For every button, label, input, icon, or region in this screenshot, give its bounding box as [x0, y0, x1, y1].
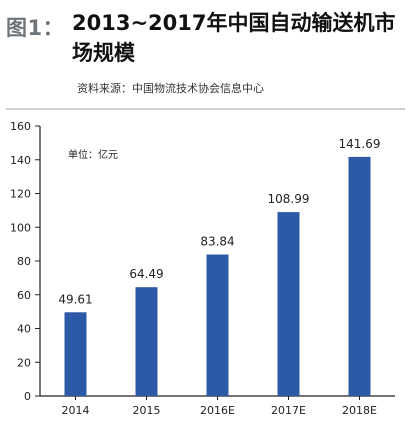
bar [64, 312, 87, 396]
y-tick-label: 40 [17, 323, 31, 336]
bar [277, 212, 300, 396]
x-tick-label: 2016E [200, 404, 235, 417]
header-divider [6, 108, 405, 110]
bar [135, 287, 158, 396]
y-tick-label: 0 [24, 390, 31, 403]
data-label: 49.61 [58, 292, 92, 306]
bar [348, 156, 371, 396]
chart-title: 2013~2017年中国自动输送机市场规模 [72, 11, 396, 65]
x-tick-label: 2015 [133, 404, 161, 417]
figure-header: 图1： 2013~2017年中国自动输送机市场规模 资料来源：中国物流技术协会信… [0, 0, 411, 110]
x-tick-label: 2014 [62, 404, 90, 417]
y-tick-label: 140 [10, 154, 31, 167]
y-tick-label: 120 [10, 188, 31, 201]
y-tick-label: 20 [17, 356, 31, 369]
y-tick-label: 100 [10, 221, 31, 234]
y-tick-label: 160 [10, 120, 31, 133]
figure-label: 图1： [6, 16, 65, 40]
x-tick-label: 2018E [342, 404, 377, 417]
y-tick-label: 80 [17, 255, 31, 268]
data-label: 108.99 [268, 192, 310, 206]
bar-chart: 0 20 40 60 80 100 120 140 160 单位：亿元 2014 49.61 2015 6… [10, 120, 395, 417]
data-label: 83.84 [200, 235, 234, 249]
data-label: 64.49 [129, 267, 163, 281]
y-tick-label: 60 [17, 289, 31, 302]
bar [206, 254, 229, 396]
source-note: 资料来源：中国物流技术协会信息中心 [77, 82, 264, 95]
data-label: 141.69 [339, 137, 381, 151]
x-tick-label: 2017E [271, 404, 306, 417]
unit-note: 单位：亿元 [68, 148, 118, 161]
